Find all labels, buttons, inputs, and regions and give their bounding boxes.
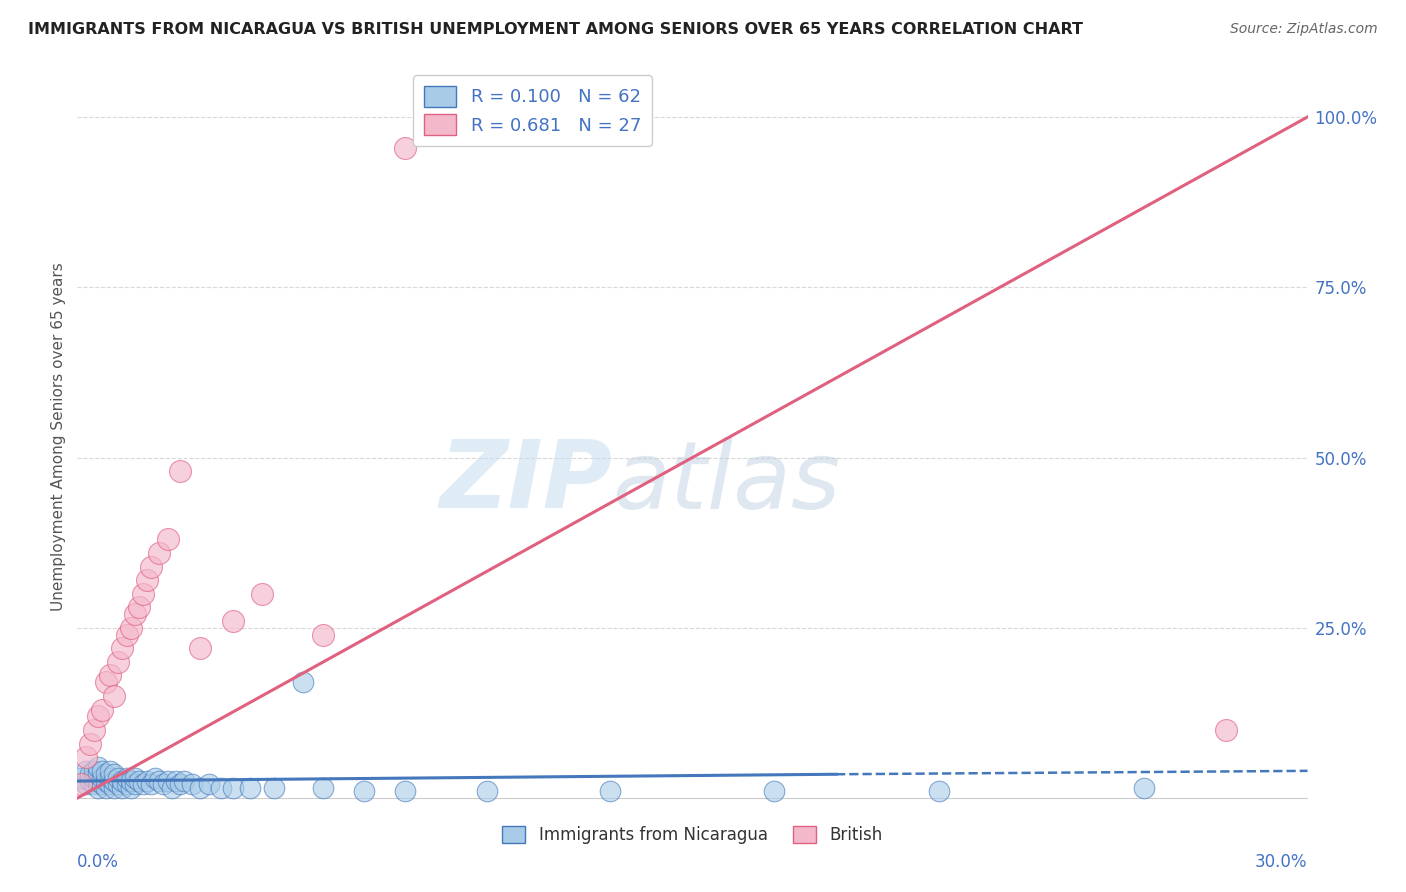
Point [87,767,110,781]
Point [132,587,155,601]
Point [132,777,155,791]
Point [763,784,786,798]
Point [156,533,179,547]
Point [98,668,121,682]
Point [90,764,114,778]
Point [83,771,105,785]
Point [160,780,183,795]
Legend: Immigrants from Nicaragua, British: Immigrants from Nicaragua, British [494,817,891,852]
Point [111,774,134,789]
Point [94,767,117,781]
Point [75,777,97,791]
Point [79,774,101,789]
Point [111,641,134,656]
Point [83,764,105,778]
Point [103,767,125,781]
Point [87,774,110,789]
Point [599,784,621,798]
Point [94,780,117,795]
Point [148,774,170,789]
Point [165,774,187,789]
Point [115,627,138,641]
Point [79,767,101,781]
Point [90,777,114,791]
Point [107,777,129,791]
Point [312,627,335,641]
Text: IMMIGRANTS FROM NICARAGUA VS BRITISH UNEMPLOYMENT AMONG SENIORS OVER 65 YEARS CO: IMMIGRANTS FROM NICARAGUA VS BRITISH UNE… [28,22,1083,37]
Point [222,780,245,795]
Point [263,780,285,795]
Point [70,777,93,791]
Point [70,771,93,785]
Point [136,573,159,587]
Point [120,774,142,789]
Point [115,771,138,785]
Point [124,777,146,791]
Text: ZIP: ZIP [440,436,613,528]
Point [79,737,101,751]
Point [128,774,150,789]
Point [98,777,121,791]
Point [156,774,179,789]
Point [120,780,142,795]
Point [87,780,110,795]
Point [222,614,245,628]
Point [312,780,335,795]
Point [141,777,163,791]
Point [394,140,416,154]
Point [83,723,105,737]
Text: 30.0%: 30.0% [1256,853,1308,871]
Point [124,607,146,622]
Point [152,777,174,791]
Point [148,546,170,560]
Point [1215,723,1237,737]
Point [98,771,121,785]
Point [94,675,117,690]
Point [353,784,375,798]
Point [120,621,142,635]
Point [87,760,110,774]
Point [75,764,97,778]
Point [94,774,117,789]
Point [394,784,416,798]
Text: 0.0%: 0.0% [77,853,120,871]
Text: atlas: atlas [613,436,841,527]
Point [250,587,273,601]
Point [111,780,134,795]
Point [136,774,159,789]
Point [188,641,212,656]
Point [169,464,191,478]
Point [928,784,950,798]
Point [75,750,97,764]
Point [291,675,314,690]
Point [107,655,129,669]
Point [169,777,191,791]
Point [98,764,121,778]
Point [90,771,114,785]
Point [115,777,138,791]
Point [181,777,204,791]
Point [103,780,125,795]
Point [90,702,114,716]
Point [83,777,105,791]
Point [239,780,262,795]
Point [128,600,150,615]
Point [124,771,146,785]
Text: Source: ZipAtlas.com: Source: ZipAtlas.com [1230,22,1378,37]
Point [103,774,125,789]
Point [188,780,212,795]
Point [197,777,219,791]
Point [173,774,195,789]
Point [141,559,163,574]
Point [477,784,499,798]
Y-axis label: Unemployment Among Seniors over 65 years: Unemployment Among Seniors over 65 years [51,263,66,611]
Point [103,689,125,703]
Point [143,771,166,785]
Point [1132,780,1154,795]
Point [107,771,129,785]
Point [209,780,232,795]
Point [87,709,110,723]
